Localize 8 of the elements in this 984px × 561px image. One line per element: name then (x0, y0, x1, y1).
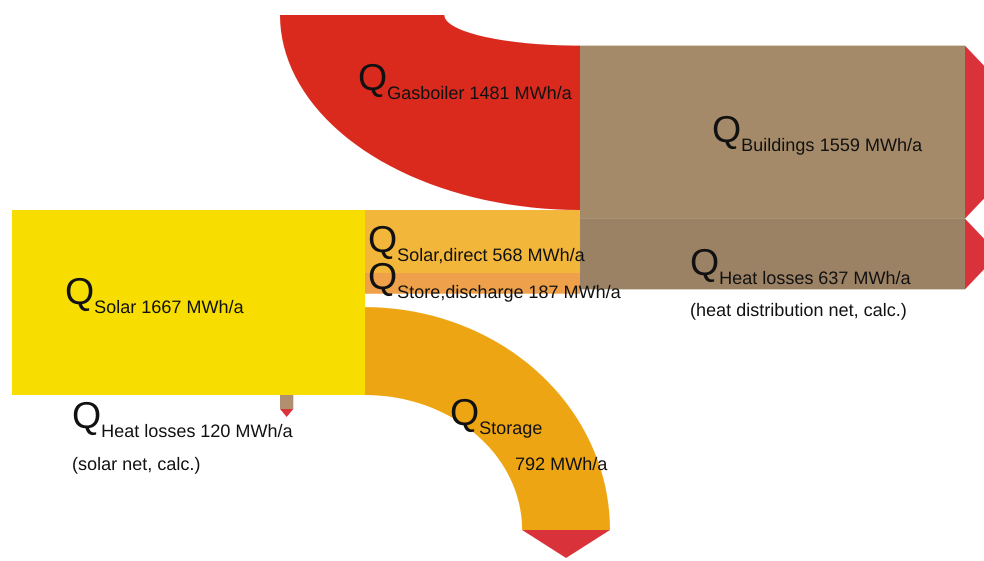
text: (heat distribution net, calc.) (691, 302, 906, 320)
text: (solar net, calc.) (73, 456, 200, 474)
data-label: 1559 MWh/a (821, 138, 922, 152)
data-label: 568 MWh/a (493, 248, 585, 262)
data-label: 120 MWh/a (202, 424, 293, 438)
data-label: 1667 MWh/a (142, 300, 244, 314)
data-label: 1481 MWh/a (470, 86, 572, 100)
data-label: 637 MWh/a (819, 270, 911, 284)
